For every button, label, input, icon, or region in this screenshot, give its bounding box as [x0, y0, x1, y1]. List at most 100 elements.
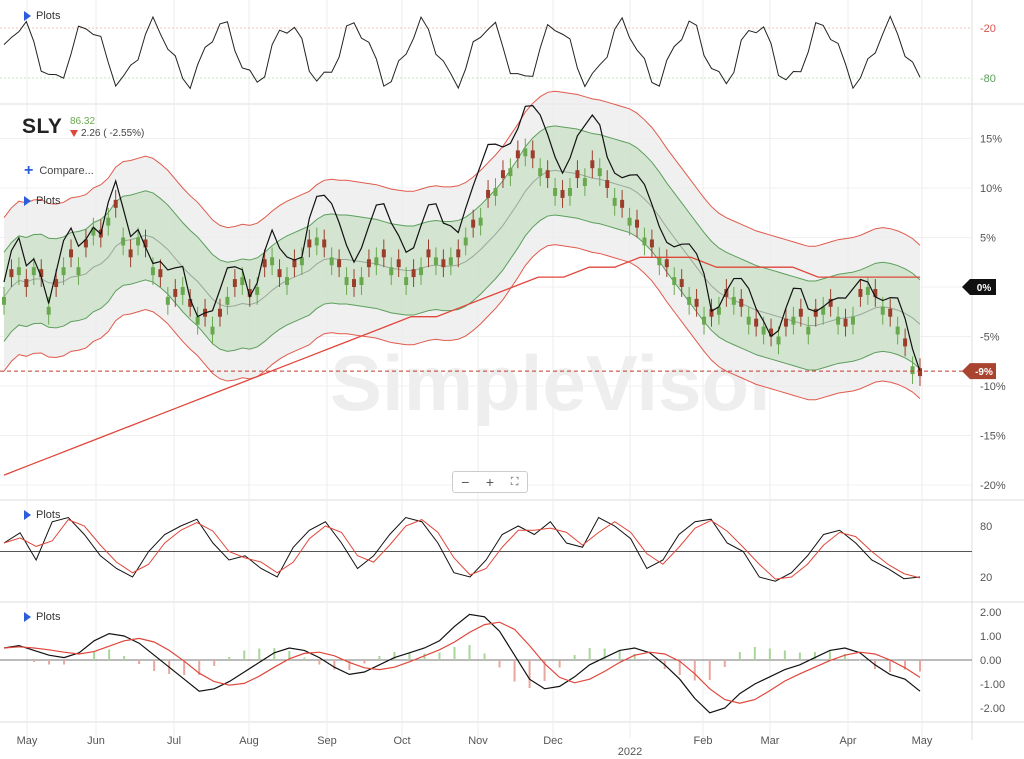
stoch-y-tick-0: 80	[980, 521, 992, 533]
candle-body	[91, 227, 96, 236]
zoom-out-button[interactable]: −	[461, 474, 470, 490]
candle	[672, 267, 677, 295]
candle	[813, 298, 818, 327]
candle-body	[284, 277, 289, 286]
candle-body	[836, 316, 841, 325]
candle-body	[702, 316, 707, 325]
candle	[217, 298, 222, 327]
zoom-controls: − + ⛶	[452, 471, 528, 493]
candle	[381, 239, 386, 268]
candle-body	[486, 189, 491, 198]
candle	[299, 247, 304, 276]
stochastic-panel-plots-button[interactable]: Plots	[24, 509, 60, 521]
candle-body	[642, 237, 647, 246]
candle	[270, 247, 275, 276]
candle-body	[143, 239, 148, 248]
macd-signal-line	[3, 621, 921, 704]
candle-body	[411, 269, 416, 278]
candle	[798, 298, 803, 327]
candle-body	[307, 239, 312, 248]
x-axis-label-9: Feb	[694, 735, 713, 747]
candle-body	[158, 269, 163, 278]
candle	[9, 259, 14, 287]
candle	[746, 306, 751, 335]
main-y-tick-2: 5%	[980, 233, 996, 245]
candle-body	[888, 308, 893, 317]
candle-body	[433, 257, 438, 266]
candle-body	[828, 298, 833, 307]
macd-panel-plots-button[interactable]: Plots	[24, 611, 60, 623]
candle-body	[2, 296, 6, 305]
candle	[858, 279, 863, 307]
candle-body	[31, 267, 36, 276]
candle-body	[232, 279, 237, 287]
candle-body	[471, 219, 476, 228]
compare-label: Compare...	[39, 165, 94, 177]
candle	[188, 288, 193, 317]
top-panel-plots-button[interactable]: Plots	[24, 10, 60, 22]
candle-body	[337, 259, 342, 268]
candle	[143, 229, 148, 258]
candle	[828, 288, 833, 317]
candle-body	[344, 277, 349, 286]
candle-body	[545, 170, 550, 179]
candle-body	[136, 237, 141, 246]
candle-body	[359, 277, 364, 286]
candle-body	[83, 239, 88, 248]
candle	[515, 140, 520, 169]
outer-band-upper-line	[3, 90, 921, 247]
macd-y-tick-0: 2.00	[980, 607, 1001, 619]
candle	[649, 229, 654, 258]
candle-body	[69, 249, 74, 258]
current-price-marker-label: -9%	[975, 367, 993, 378]
candle	[850, 306, 855, 335]
candle	[620, 189, 625, 218]
candle-body	[448, 257, 453, 266]
candle-body	[553, 188, 558, 196]
candle-body	[128, 249, 133, 258]
candle-body	[247, 288, 252, 297]
main-panel-plots-label: Plots	[36, 195, 61, 207]
main-panel-plots-button[interactable]: Plots	[24, 195, 60, 207]
x-axis-label-11: Apr	[839, 735, 856, 747]
fit-screen-button[interactable]: ⛶	[510, 476, 519, 488]
compare-button[interactable]: + Compare...	[24, 163, 94, 179]
candle-body	[478, 217, 483, 226]
candle	[2, 287, 6, 315]
candle-body	[441, 259, 446, 268]
candle	[590, 150, 595, 179]
candle	[493, 178, 498, 206]
candle	[150, 257, 155, 286]
candle	[247, 279, 252, 307]
candle-body	[9, 269, 14, 278]
candle-body	[493, 188, 498, 196]
candle	[165, 287, 170, 315]
macd-y-tick-4: -2.00	[980, 703, 1005, 715]
candle-body	[352, 279, 357, 287]
candle-body	[270, 257, 275, 266]
main-y-tick-1: 10%	[980, 183, 1002, 195]
candle-body	[560, 189, 565, 198]
candle-body	[240, 277, 245, 286]
candle-body	[716, 306, 721, 315]
candle	[113, 189, 118, 218]
candle	[508, 158, 513, 187]
candle	[136, 227, 141, 256]
candle	[24, 269, 29, 297]
candle-body	[657, 257, 662, 266]
candle-body	[850, 316, 855, 325]
candle-body	[515, 150, 520, 159]
candle	[702, 306, 707, 335]
candle	[76, 257, 81, 286]
x-axis-label-12: May	[912, 735, 933, 747]
candle-body	[314, 237, 319, 246]
stoch-y-tick-1: 20	[980, 572, 992, 584]
play-icon	[24, 11, 31, 21]
x-axis-label-10: Mar	[761, 735, 780, 747]
candle	[821, 296, 826, 325]
zoom-in-button[interactable]: +	[485, 474, 495, 490]
candle	[612, 188, 617, 216]
candle	[635, 209, 640, 238]
top-panel-plots-label: Plots	[36, 10, 61, 22]
candle-body	[46, 306, 51, 315]
